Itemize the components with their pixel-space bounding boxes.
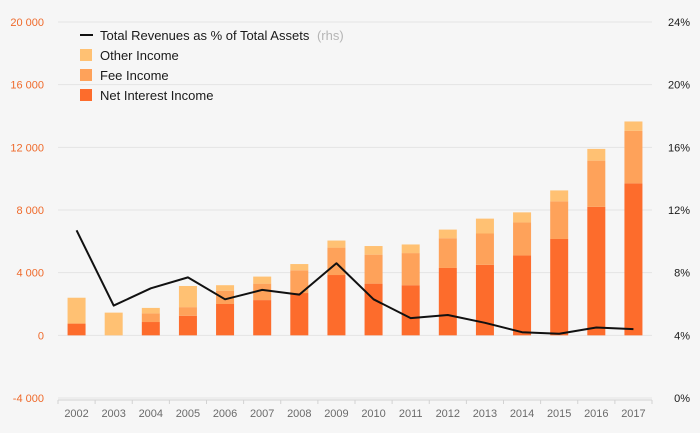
bar-fee-income-2010 — [364, 254, 383, 284]
bar-fee-income-2011 — [401, 253, 420, 286]
bar-other-income-2007 — [253, 276, 272, 284]
x-tick-label: 2016 — [584, 408, 608, 420]
bar-net-interest-income-2010 — [364, 283, 383, 336]
x-tick-label: 2013 — [473, 408, 497, 420]
bar-net-interest-income-2015 — [550, 238, 569, 336]
bar-net-interest-income-2014 — [513, 255, 532, 336]
legend: Total Revenues as % of Total Assets (rhs… — [80, 28, 344, 103]
bar-other-income-2005 — [178, 285, 197, 308]
legend-item-line: Total Revenues as % of Total Assets (rhs… — [80, 28, 344, 43]
legend-label-net-interest-income: Net Interest Income — [100, 88, 213, 103]
x-tick-label: 2012 — [436, 408, 460, 420]
right-axis: 0% 4% 8% 12% 16% 20% 24% — [668, 17, 690, 405]
bar-net-interest-income-2013 — [475, 264, 494, 336]
bar-other-income-2015 — [550, 190, 569, 202]
line-total-revenues-pct — [75, 229, 634, 335]
bar-fee-income-2015 — [550, 201, 569, 239]
left-axis: -4 000 0 4 000 8 000 12 000 16 000 20 000 — [10, 17, 44, 405]
x-tick-label: 2005 — [176, 408, 200, 420]
bar-net-interest-income-2008 — [290, 293, 309, 336]
x-tick-label: 2015 — [547, 408, 571, 420]
legend-swatch-fee-income — [80, 69, 92, 81]
x-tick-label: 2004 — [139, 408, 163, 420]
right-tick-label: 4% — [674, 330, 690, 342]
left-tick-label: 8 000 — [16, 205, 44, 217]
right-tick-label: 8% — [674, 268, 690, 280]
x-tick-label: 2003 — [101, 408, 125, 420]
left-tick-label: 4 000 — [16, 268, 44, 280]
legend-swatch-net-interest-income — [80, 89, 92, 101]
x-tick-label: 2007 — [250, 408, 274, 420]
bar-other-income-2004 — [141, 307, 160, 314]
right-tick-label: 16% — [668, 142, 690, 154]
bar-net-interest-income-2005 — [178, 315, 197, 336]
bar-net-interest-income-2004 — [141, 322, 160, 336]
bars — [67, 121, 643, 336]
legend-item-net-interest-income: Net Interest Income — [80, 88, 213, 103]
bar-fee-income-2013 — [475, 233, 494, 265]
left-tick-label: 0 — [38, 330, 44, 342]
right-tick-label: 0% — [674, 393, 690, 405]
x-tick-label: 2011 — [399, 408, 423, 420]
legend-label-rhs: (rhs) — [317, 28, 344, 43]
bar-other-income-2014 — [513, 212, 532, 223]
bar-fee-income-2005 — [178, 307, 197, 316]
x-tick-label: 2009 — [324, 408, 348, 420]
left-tick-label: 16 000 — [10, 80, 44, 92]
bar-other-income-2013 — [475, 218, 494, 234]
bar-net-interest-income-2016 — [587, 206, 606, 336]
legend-label-fee-income: Fee Income — [100, 68, 169, 83]
legend-label-line: Total Revenues as % of Total Assets — [100, 28, 310, 43]
bar-fee-income-2009 — [327, 247, 346, 276]
x-tick-label: 2017 — [621, 408, 645, 420]
right-tick-label: 24% — [668, 17, 690, 29]
bar-net-interest-income-2017 — [624, 183, 643, 336]
x-tick-label: 2010 — [361, 408, 385, 420]
bar-net-interest-income-2012 — [438, 267, 457, 336]
x-tick-label: 2002 — [64, 408, 88, 420]
bar-net-interest-income-2009 — [327, 275, 346, 336]
bar-net-interest-income-2006 — [216, 304, 235, 336]
bar-fee-income-2007 — [253, 283, 272, 301]
x-tick-label: 2008 — [287, 408, 311, 420]
left-tick-label: 12 000 — [10, 142, 44, 154]
bar-fee-income-2008 — [290, 270, 309, 294]
bar-other-income-2010 — [364, 246, 383, 255]
bar-fee-income-2016 — [587, 160, 606, 207]
legend-label-other-income: Other Income — [100, 48, 179, 63]
bar-net-interest-income-2007 — [253, 300, 272, 336]
bar-fee-income-2004 — [141, 313, 160, 323]
bar-fee-income-2017 — [624, 130, 643, 184]
bar-other-income-2006 — [216, 285, 235, 291]
bar-fee-income-2012 — [438, 238, 457, 268]
bar-other-income-2012 — [438, 229, 457, 239]
bar-other-income-2008 — [290, 264, 309, 271]
x-axis: 2002 2003 2004 2005 2006 2007 2008 2009 2010 2011… — [64, 408, 645, 420]
legend-item-other-income: Other Income — [80, 48, 179, 63]
left-tick-label: -4 000 — [13, 393, 44, 405]
bar-other-income-2003 — [104, 312, 123, 336]
bar-other-income-2011 — [401, 244, 420, 254]
bar-other-income-2016 — [587, 148, 606, 161]
bar-other-income-2002 — [67, 297, 86, 324]
revenue-ratio-line — [75, 229, 634, 335]
bar-other-income-2009 — [327, 240, 346, 248]
bar-fee-income-2014 — [513, 222, 532, 256]
bar-fee-income-2006 — [216, 290, 235, 304]
left-tick-label: 20 000 — [10, 17, 44, 29]
right-tick-label: 12% — [668, 205, 690, 217]
legend-swatch-other-income — [80, 49, 92, 61]
bar-net-interest-income-2011 — [401, 285, 420, 336]
svg-text:Total Revenues as % of Total A: Total Revenues as % of Total Assets (rhs… — [100, 28, 344, 43]
right-tick-label: 20% — [668, 80, 690, 92]
bar-net-interest-income-2002 — [67, 323, 86, 336]
x-tick-label: 2006 — [213, 408, 237, 420]
x-tick-label: 2014 — [510, 408, 534, 420]
bar-other-income-2017 — [624, 121, 643, 131]
legend-item-fee-income: Fee Income — [80, 68, 169, 83]
